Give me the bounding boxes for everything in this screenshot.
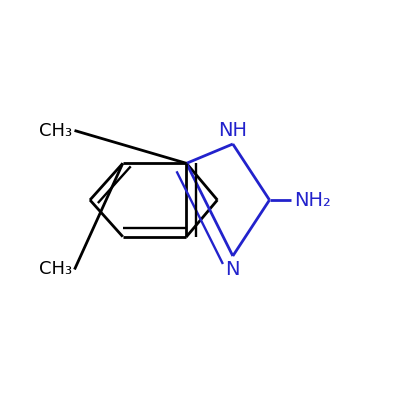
Text: NH₂: NH₂ <box>294 190 332 210</box>
Text: N: N <box>226 260 240 279</box>
Text: CH₃: CH₃ <box>40 122 72 140</box>
Text: CH₃: CH₃ <box>40 260 72 278</box>
Text: NH: NH <box>218 121 247 140</box>
